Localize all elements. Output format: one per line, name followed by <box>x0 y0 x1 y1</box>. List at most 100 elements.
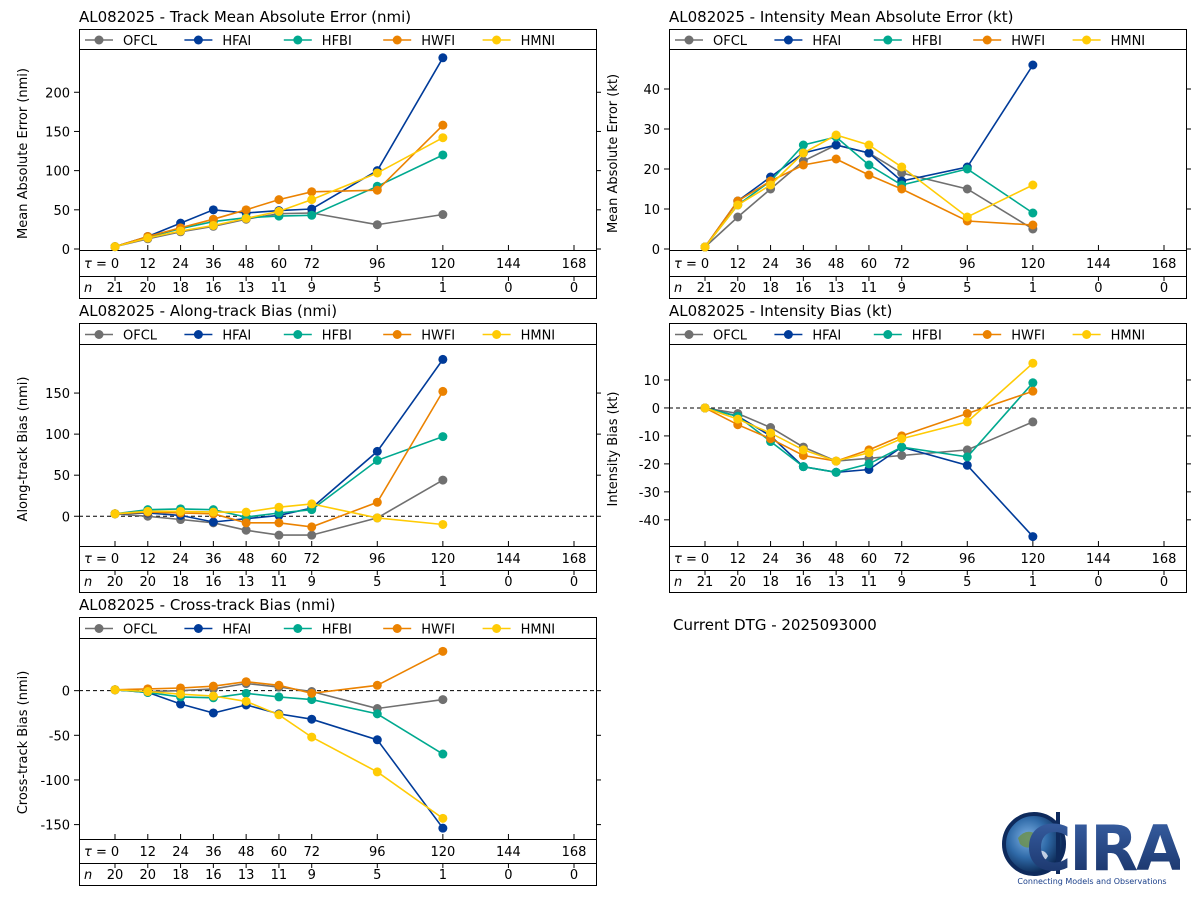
legend-marker <box>293 624 303 633</box>
chart-title: AL082025 - Track Mean Absolute Error (nm… <box>79 8 411 26</box>
sample-count-label: 18 <box>762 281 779 296</box>
sample-count-label: 20 <box>140 281 157 296</box>
data-point <box>274 195 284 205</box>
tau-label: τ = <box>84 845 107 860</box>
sample-count-label: 16 <box>205 575 222 590</box>
sample-count-label: 0 <box>504 868 512 883</box>
sample-count-label: 0 <box>1160 281 1168 296</box>
lead-time-label: 120 <box>430 845 455 860</box>
y-tick-label: -10 <box>639 430 660 445</box>
lead-time-label: 0 <box>701 257 709 272</box>
lead-time-label: 60 <box>271 845 288 860</box>
data-point <box>766 428 776 438</box>
data-point <box>110 242 120 252</box>
data-point <box>372 455 382 465</box>
data-point <box>438 823 448 833</box>
legend-marker <box>492 35 502 45</box>
legend-entry: OFCL <box>675 34 748 49</box>
data-point <box>208 220 218 230</box>
data-point <box>962 445 972 455</box>
data-point <box>831 154 841 164</box>
data-point <box>241 507 251 517</box>
lead-time-label: 72 <box>303 257 320 272</box>
data-point <box>208 205 218 215</box>
lead-time-label: 0 <box>111 845 119 860</box>
lead-time-label: 0 <box>111 552 119 567</box>
data-point <box>438 813 448 823</box>
lead-time-label: 144 <box>496 257 521 272</box>
series-hmni <box>110 685 448 823</box>
legend-marker <box>293 35 303 45</box>
legend-label: HMNI <box>521 329 556 344</box>
y-tick-label: 0 <box>652 243 660 258</box>
legend-label: HFAI <box>812 34 841 49</box>
legend-label: HFBI <box>912 329 942 344</box>
sample-count-label: 11 <box>271 281 288 296</box>
lead-time-label: 48 <box>238 845 255 860</box>
y-tick-label: 50 <box>53 204 70 219</box>
legend-marker <box>684 35 694 45</box>
lead-time-label: 144 <box>1086 257 1111 272</box>
lead-time-label: 168 <box>562 257 587 272</box>
legend-entry: OFCL <box>85 329 158 344</box>
data-point <box>798 140 808 150</box>
legend-marker <box>883 35 893 45</box>
tau-label: τ = <box>84 257 107 272</box>
lead-time-label: 48 <box>238 257 255 272</box>
data-point <box>831 456 841 466</box>
sample-count-label: 13 <box>828 575 845 590</box>
lead-time-label: 120 <box>430 257 455 272</box>
data-point <box>733 414 743 424</box>
sample-count-label: 1 <box>1029 575 1037 590</box>
data-point <box>208 214 218 224</box>
y-tick-label: -150 <box>40 819 70 834</box>
lead-time-label: 120 <box>430 552 455 567</box>
data-point <box>438 150 448 160</box>
lead-time-label: 12 <box>140 257 157 272</box>
chart-frame <box>79 617 597 886</box>
sample-count-label: 1 <box>439 281 447 296</box>
data-point <box>864 148 874 158</box>
y-tick-label: -40 <box>639 514 660 529</box>
cira-logo: CIRA Connecting Models and Observations <box>1002 812 1180 886</box>
data-point <box>1028 60 1038 70</box>
n-label: n <box>674 281 682 296</box>
chart-track: AL082025 - Track Mean Absolute Error (nm… <box>16 8 601 299</box>
legend-label: HFBI <box>322 623 352 638</box>
legend-marker <box>783 35 793 45</box>
current-dtg: Current DTG - 2025093000 <box>673 616 877 634</box>
sample-count-label: 21 <box>697 281 714 296</box>
sample-count-label: 11 <box>271 575 288 590</box>
legend-marker <box>392 35 402 45</box>
sample-count-label: 16 <box>795 281 812 296</box>
data-point <box>438 519 448 529</box>
data-point <box>766 180 776 190</box>
data-point <box>176 689 186 699</box>
data-point <box>372 709 382 719</box>
legend-entry: HFAI <box>184 34 251 49</box>
legend-label: HWFI <box>421 329 455 344</box>
sample-count-label: 5 <box>373 868 381 883</box>
legend-entry: HMNI <box>1072 329 1145 344</box>
legend-entry: HFBI <box>873 34 942 49</box>
data-point <box>962 452 972 462</box>
data-point <box>438 386 448 396</box>
sample-count-label: 21 <box>107 281 124 296</box>
y-tick-label: -30 <box>639 486 660 501</box>
data-point <box>438 646 448 656</box>
data-point <box>274 206 284 216</box>
legend-marker <box>982 330 992 339</box>
chart-title: AL082025 - Intensity Bias (kt) <box>669 302 892 320</box>
chart-intensity: AL082025 - Intensity Mean Absolute Error… <box>606 8 1191 299</box>
data-point <box>307 688 317 698</box>
legend-label: OFCL <box>123 623 158 638</box>
sample-count-label: 18 <box>172 281 189 296</box>
lead-time-label: 120 <box>1020 552 1045 567</box>
legend-entry: HFAI <box>184 329 251 344</box>
sample-count-label: 20 <box>730 575 747 590</box>
legend-label: HMNI <box>521 34 556 49</box>
lead-time-label: 96 <box>369 257 386 272</box>
data-point <box>241 696 251 706</box>
lead-time-label: 24 <box>172 845 189 860</box>
n-label: n <box>84 281 92 296</box>
